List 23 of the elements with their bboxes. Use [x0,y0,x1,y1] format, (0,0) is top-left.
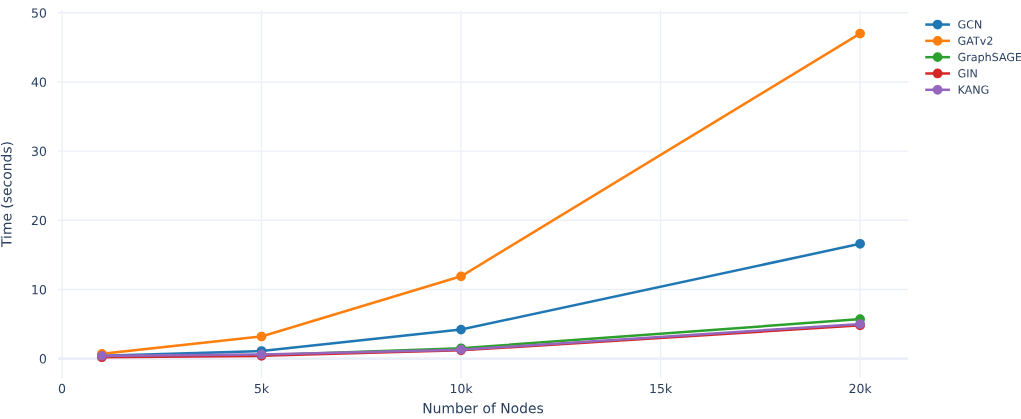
legend-label: GraphSAGE [958,52,1021,64]
y-tick-label: 30 [31,146,47,157]
x-tick-label: 15k [650,383,673,394]
legend-label: GATv2 [958,36,993,45]
legend-label: GIN [958,69,977,78]
y-tick-label: 0 [39,354,47,364]
point [855,28,865,39]
legend-label: GCN [958,20,982,29]
x-tick-label: 10k [450,383,473,394]
point [256,331,267,342]
x-tick-label: 20k [849,383,872,394]
y-tick-label: 20 [31,215,47,226]
y-tick-label: 10 [32,284,47,295]
point [855,238,865,249]
y-tick-label: 40 [31,77,47,87]
legend-label: KANG [958,85,989,94]
y-tick-label: 50 [31,8,47,18]
y-axis-title: Time (seconds) [0,142,14,248]
point [456,271,466,282]
point [456,324,466,335]
x-axis-title: Number of Nodes [423,402,544,414]
x-tick-label: 5k [254,383,270,394]
x-tick-label: 0 [58,383,66,394]
